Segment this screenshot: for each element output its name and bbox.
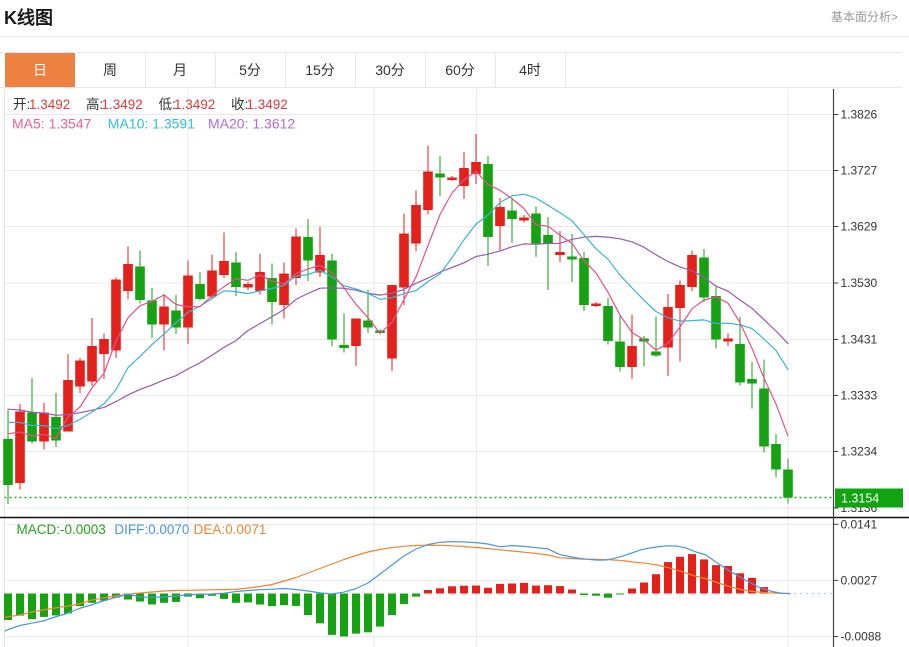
svg-text:1.3492: 1.3492 [102,97,143,112]
svg-text:MA20: 1.3612: MA20: 1.3612 [208,116,295,132]
svg-text:1.3492: 1.3492 [29,97,70,112]
svg-text:MA5: 1.3547: MA5: 1.3547 [12,116,92,132]
svg-text:MA10: 1.3591: MA10: 1.3591 [108,116,195,132]
svg-text:DEA:0.0071: DEA:0.0071 [194,522,267,537]
svg-text:1.3530: 1.3530 [841,276,878,290]
svg-text:开:: 开: [13,97,30,112]
svg-text:1.3826: 1.3826 [841,108,878,122]
svg-text:1.3234: 1.3234 [841,445,878,459]
svg-text:高:: 高: [86,96,103,112]
svg-text:1.3431: 1.3431 [841,333,878,347]
svg-text:1.3492: 1.3492 [174,97,215,112]
svg-text:0.0027: 0.0027 [841,573,878,587]
svg-text:低:: 低: [159,97,176,112]
svg-text:收:: 收: [231,97,248,112]
svg-text:1.3629: 1.3629 [841,220,878,234]
svg-text:1.3333: 1.3333 [841,389,878,403]
svg-text:0.0141: 0.0141 [841,517,878,531]
svg-text:MACD:-0.0003: MACD:-0.0003 [17,522,106,537]
svg-text:-0.0088: -0.0088 [841,630,882,644]
svg-text:1.3154: 1.3154 [841,492,879,506]
svg-text:DIFF:0.0070: DIFF:0.0070 [114,522,189,537]
svg-text:1.3727: 1.3727 [841,164,878,178]
svg-text:1.3492: 1.3492 [247,97,288,112]
